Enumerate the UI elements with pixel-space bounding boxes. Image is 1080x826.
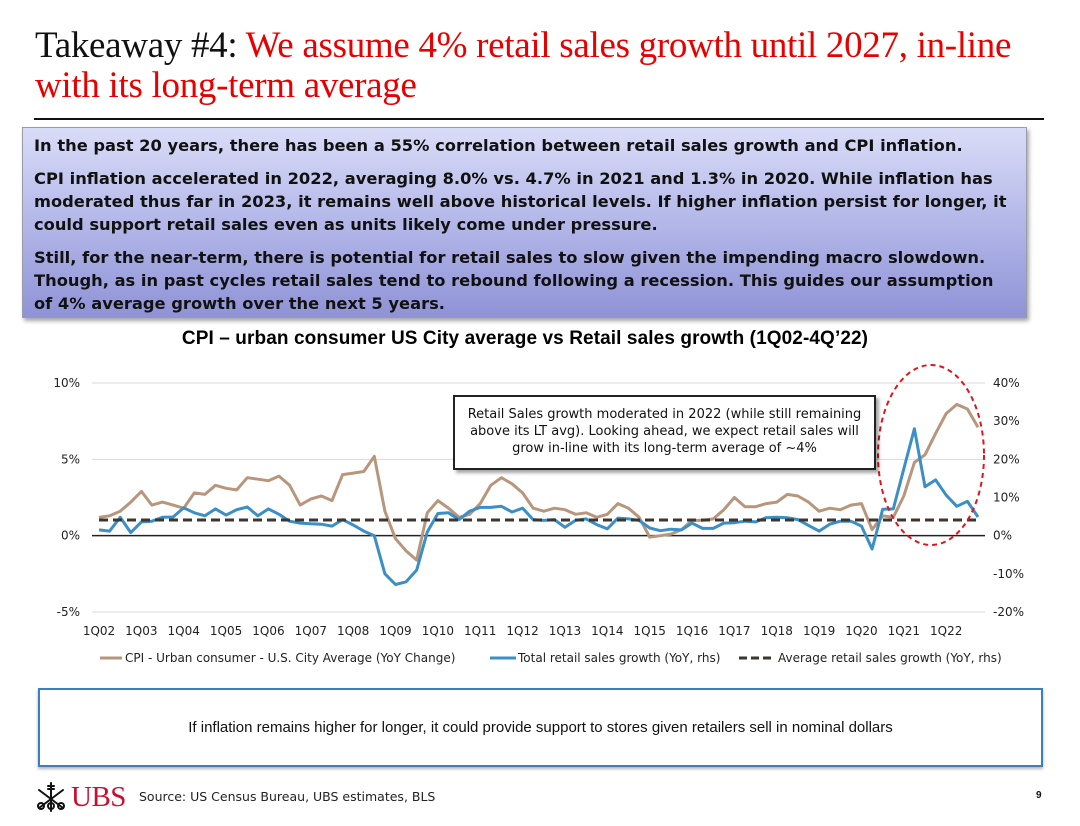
x-tick-label: 1Q06 (252, 624, 284, 638)
page-number: 9 (1036, 790, 1042, 801)
title-headline: We assume 4% retail sales growth until 2… (35, 25, 1012, 106)
y-axis-right: -20% -10% 0% 10% 20% 30% 40% (993, 376, 1024, 619)
x-tick-label: 1Q12 (506, 624, 538, 638)
y-left-tick-label: 10% (53, 376, 80, 390)
logo-text: UBS (71, 780, 126, 813)
bottom-note-text: If inflation remains higher for longer, … (188, 719, 893, 736)
slide-title: Takeaway #4: We assume 4% retail sales g… (35, 26, 1045, 106)
x-tick-label: 1Q09 (379, 624, 411, 638)
highlight-circle (877, 364, 985, 546)
chart-series (98, 402, 980, 586)
x-tick-label: 1Q03 (125, 624, 157, 638)
x-tick-label: 1Q13 (549, 624, 581, 638)
x-tick-label: 1Q14 (591, 624, 623, 638)
bottom-note-box: If inflation remains higher for longer, … (38, 688, 1043, 767)
x-tick-label: 1Q10 (422, 624, 454, 638)
legend-label: Total retail sales growth (YoY, rhs) (517, 651, 720, 665)
chart-callout: Retail Sales growth moderated in 2022 (w… (453, 395, 876, 470)
chart-legend: CPI - Urban consumer - U.S. City Average… (100, 651, 1002, 665)
chart-title: CPI – urban consumer US City average vs … (181, 328, 869, 349)
y-right-tick-label: 0% (993, 529, 1012, 543)
x-tick-label: 1Q11 (464, 624, 496, 638)
summary-box: In the past 20 years, there has been a 5… (22, 127, 1027, 318)
x-tick-label: 1Q15 (634, 624, 666, 638)
y-left-tick-label: -5% (57, 605, 80, 619)
y-right-tick-label: 10% (993, 491, 1020, 505)
y-right-tick-label: 30% (993, 414, 1020, 428)
summary-paragraph: CPI inflation accelerated in 2022, avera… (34, 169, 1007, 234)
x-tick-label: 1Q20 (845, 624, 877, 638)
x-tick-label: 1Q22 (930, 624, 962, 638)
x-tick-label: 1Q18 (761, 624, 793, 638)
x-tick-label: 1Q21 (888, 624, 920, 638)
x-tick-label: 1Q08 (337, 624, 369, 638)
cpi-line (98, 402, 980, 562)
y-right-tick-label: -10% (993, 567, 1024, 581)
summary-paragraph: In the past 20 years, there has been a 5… (34, 136, 963, 155)
title-lead: Takeaway #4: (35, 25, 246, 66)
x-tick-label: 1Q19 (803, 624, 835, 638)
legend-label: CPI - Urban consumer - U.S. City Average… (125, 651, 455, 665)
x-tick-label: 1Q04 (168, 624, 200, 638)
title-divider (34, 118, 1044, 120)
ubs-keys-icon (37, 782, 65, 812)
y-right-tick-label: 40% (993, 376, 1020, 390)
x-axis: 1Q02 1Q03 1Q04 1Q05 1Q06 1Q07 1Q08 1Q09 1Q10 1Q11… (83, 624, 963, 638)
y-right-tick-label: -20% (993, 605, 1024, 619)
summary-paragraph: Still, for the near-term, there is poten… (34, 248, 994, 313)
x-tick-label: 1Q16 (676, 624, 708, 638)
y-axis-left: -5% 0% 5% 10% (53, 376, 80, 619)
legend-label: Average retail sales growth (YoY, rhs) (778, 651, 1002, 665)
source-note: Source: US Census Bureau, UBS estimates,… (139, 789, 436, 804)
x-tick-label: 1Q05 (210, 624, 242, 638)
x-tick-label: 1Q17 (718, 624, 750, 638)
y-right-tick-label: 20% (993, 452, 1020, 466)
x-tick-label: 1Q02 (83, 624, 115, 638)
y-left-tick-label: 5% (61, 452, 80, 466)
x-tick-label: 1Q07 (295, 624, 327, 638)
y-left-tick-label: 0% (61, 529, 80, 543)
ubs-logo: UBS (35, 780, 126, 814)
cpi-vs-retail-chart: -5%0%5%10% -20%-10%0%10%20%30%40% 1Q02 1Q… (53, 364, 1024, 665)
